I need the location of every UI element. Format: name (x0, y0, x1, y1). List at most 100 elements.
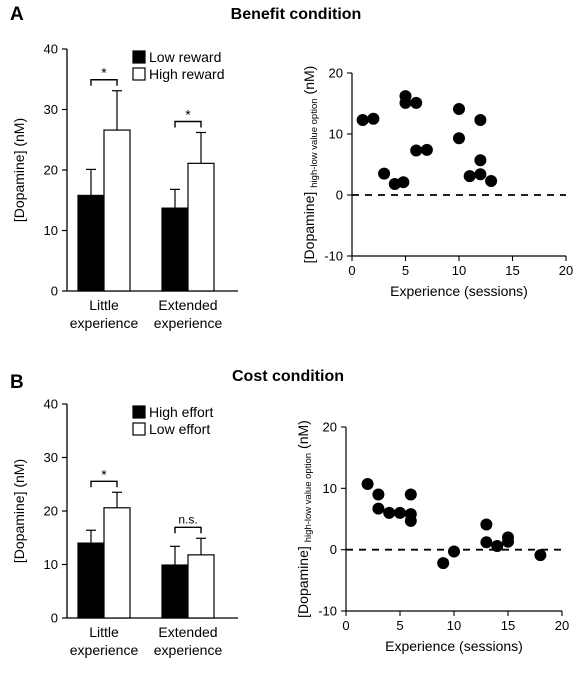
y-axis-label-main: [Dopamine] (295, 546, 311, 618)
panel-title-a: Benefit condition (231, 6, 362, 23)
data-point (474, 168, 487, 181)
y-tick-label: 0 (330, 542, 337, 557)
y-tick-label: 20 (323, 420, 337, 435)
panel-letter-a: A (10, 4, 24, 25)
legend-label: Low reward (149, 49, 221, 65)
significance-label: * (101, 65, 107, 81)
panel-letter-b: B (10, 372, 24, 393)
significance-label: n.s. (178, 512, 197, 526)
data-point (474, 113, 487, 126)
y-axis-label: [Dopamine] high-low value option (nM) (295, 420, 314, 618)
y-axis-label-subscript: high-low value option (303, 453, 314, 542)
y-tick-label: 20 (44, 504, 58, 519)
y-tick-label: 30 (44, 450, 58, 465)
data-point (491, 539, 504, 552)
legend-label: High reward (149, 66, 224, 82)
x-tick-label: 10 (447, 618, 461, 633)
scatter-chart-benefit: -10 0 10 20 0 5 10 15 20 Experience (sessions) [Do… (301, 66, 573, 300)
data-point (453, 132, 465, 145)
legend-swatch (132, 67, 146, 81)
data-point (485, 174, 498, 187)
y-axis-label: [Dopamine] (nM) (11, 118, 27, 222)
data-point (534, 549, 547, 562)
y-axis-label-subscript: high-low value option (309, 98, 320, 187)
data-point (502, 531, 514, 544)
data-point (480, 536, 493, 549)
bar-light (187, 554, 215, 619)
data-point (404, 488, 417, 501)
data-point (420, 143, 433, 156)
bar-chart-benefit: 0 10 20 30 40 [Dopamine] (nM) * Little experienc… (11, 42, 238, 331)
x-category-label: Little (89, 297, 119, 313)
x-tick-label: 0 (342, 618, 349, 633)
legend-swatch (132, 405, 146, 419)
y-tick-label: 40 (44, 397, 58, 412)
x-category-label: experience (154, 642, 223, 658)
data-point (448, 545, 460, 558)
x-tick-label: 5 (402, 263, 409, 278)
y-tick-label: -10 (318, 604, 337, 619)
x-tick-label: 5 (396, 618, 403, 633)
y-axis-label-main: [Dopamine] (301, 192, 317, 264)
y-tick-label: 0 (51, 284, 58, 299)
scatter-chart-cost: -10 0 10 20 0 5 10 15 20 Experience (sessions) [Do… (295, 420, 569, 655)
x-category-label: Little (89, 624, 119, 640)
bar-light (187, 162, 215, 292)
y-tick-label: 10 (44, 223, 58, 238)
bar-dark (77, 194, 105, 292)
data-point (356, 113, 369, 126)
y-tick-label: 0 (51, 611, 58, 626)
y-tick-label: 40 (44, 42, 58, 57)
x-category-label: experience (154, 315, 223, 331)
x-tick-label: 15 (501, 618, 515, 633)
x-category-label: Extended (158, 624, 217, 640)
significance-bracket (174, 120, 202, 128)
y-tick-label: 10 (329, 127, 343, 142)
data-point (367, 112, 380, 125)
y-tick-label: 20 (329, 66, 343, 81)
significance-label: * (101, 466, 107, 482)
x-axis-label: Experience (sessions) (385, 638, 523, 654)
bar-dark (161, 564, 189, 619)
y-tick-label: -10 (324, 249, 343, 264)
data-point (463, 170, 476, 183)
significance-bracket (174, 526, 202, 534)
data-point (397, 176, 410, 189)
significance-label: * (185, 106, 191, 122)
legend-label: High effort (149, 404, 213, 420)
significance-bracket (90, 480, 118, 488)
data-point (404, 514, 417, 527)
x-category-label: experience (70, 642, 139, 658)
data-point (474, 154, 487, 167)
bar-light (103, 129, 131, 292)
y-axis-label-unit: (nM) (295, 420, 311, 449)
data-point (410, 144, 423, 157)
bar-dark (77, 542, 105, 619)
x-tick-label: 15 (505, 263, 519, 278)
y-tick-label: 0 (336, 188, 343, 203)
data-point (361, 478, 374, 491)
legend-label: Low effort (149, 421, 210, 437)
y-tick-label: 10 (44, 557, 58, 572)
data-point (372, 502, 385, 515)
y-tick-label: 10 (323, 481, 337, 496)
data-point (372, 488, 385, 501)
data-point (410, 96, 423, 109)
y-axis-label: [Dopamine] high-low value option (nM) (301, 66, 320, 264)
x-tick-label: 0 (348, 263, 355, 278)
data-point (399, 96, 412, 109)
bar-chart-cost: 0 10 20 30 40 [Dopamine] (nM) * Little experienc… (11, 397, 238, 658)
y-tick-label: 20 (44, 163, 58, 178)
bar-light (103, 507, 131, 619)
data-point (394, 506, 406, 519)
data-point (453, 102, 465, 115)
x-tick-label: 20 (555, 618, 569, 633)
y-axis-label-unit: (nM) (301, 66, 317, 95)
legend-swatch (132, 50, 146, 64)
x-category-label: experience (70, 315, 139, 331)
data-point (437, 557, 450, 570)
y-axis-label: [Dopamine] (nM) (11, 459, 27, 563)
data-point (378, 167, 391, 180)
x-category-label: Extended (158, 297, 217, 313)
